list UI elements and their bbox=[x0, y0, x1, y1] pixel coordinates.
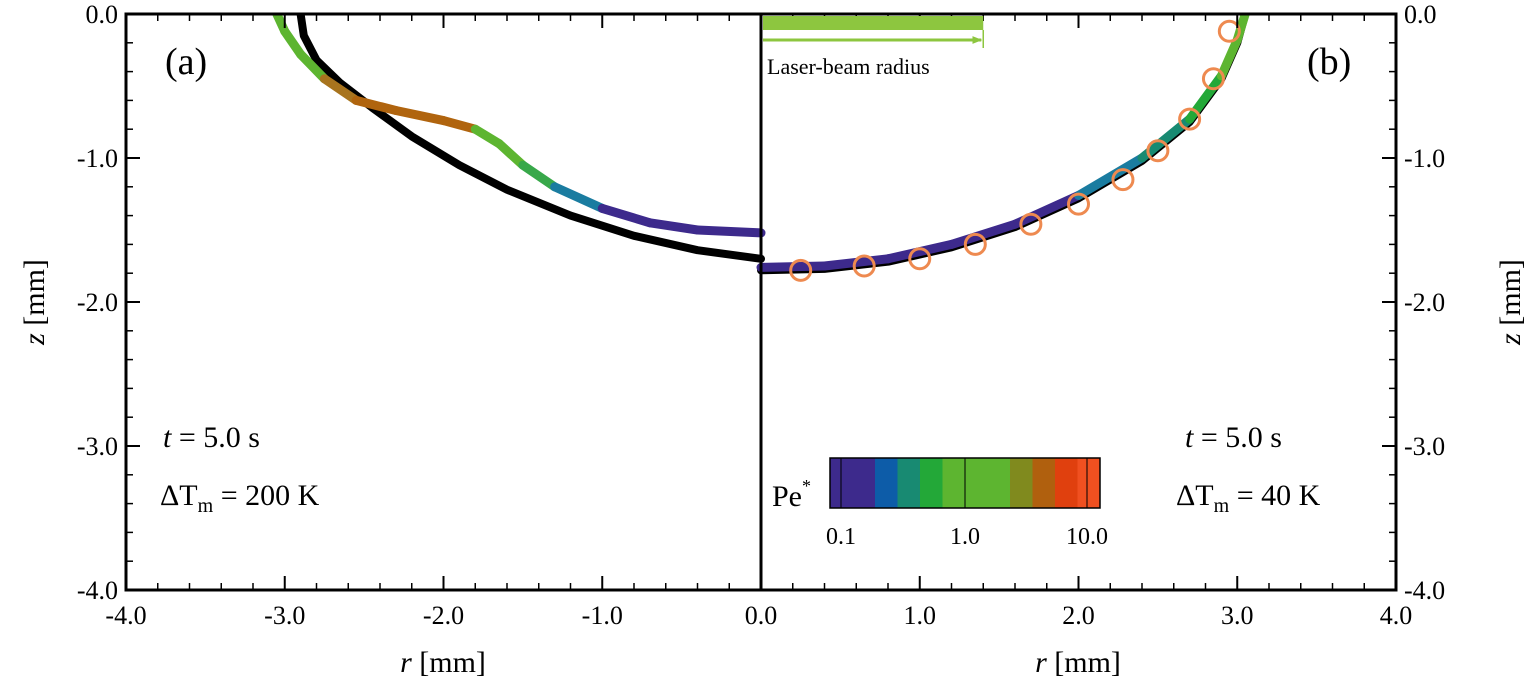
y-axis-unit-left: [mm] bbox=[18, 259, 51, 333]
panel-a-colored-segment bbox=[597, 203, 655, 228]
x-tick-label: -2.0 bbox=[423, 601, 464, 630]
panel-b-label: (b) bbox=[1307, 41, 1351, 83]
colorbar-title: Pe* bbox=[772, 476, 811, 513]
laser-beam-label: Laser-beam radius bbox=[767, 54, 930, 79]
y-tick-label-left: -1.0 bbox=[77, 144, 118, 173]
colorbar-tick-0: 0.1 bbox=[826, 524, 856, 550]
panel-a-delta-t: ΔTm = 200 K bbox=[160, 479, 320, 517]
y-tick-label-left: -4.0 bbox=[77, 576, 118, 605]
panel-b-colored-segment bbox=[1074, 153, 1147, 200]
panel-b-colored-segment bbox=[1216, 35, 1242, 81]
y-axis-unit-right: [mm] bbox=[1494, 259, 1527, 333]
axis-ticks: -4.0 -3.0 -2.0 -1.0 0.0 1.0 2.0 3.0 4.0 0.0 0.0 -1.… bbox=[77, 0, 1445, 630]
laser-beam-indicator: Laser-beam radius bbox=[763, 16, 984, 79]
plot-marks bbox=[272, 14, 1250, 282]
panel-b-markers-point bbox=[1019, 212, 1043, 236]
x-tick-label: 1.0 bbox=[904, 601, 937, 630]
colorbar-cell bbox=[942, 458, 966, 508]
y-axis-label-left: z [mm] bbox=[18, 259, 51, 346]
panel-a-time: t = 5.0 s bbox=[163, 421, 260, 454]
panel-a-colored-segment bbox=[550, 182, 607, 213]
colorbar-cell bbox=[987, 458, 1011, 508]
panel-b-markers-point bbox=[1217, 19, 1241, 43]
x-axis-var-right: r bbox=[1035, 646, 1047, 679]
colorbar: Pe* 0.1 1.0 10.0 bbox=[772, 457, 1108, 550]
colorbar-cell bbox=[875, 458, 898, 508]
colorbar-cell bbox=[1077, 458, 1101, 508]
x-axis-label: r [mm] r [mm] bbox=[400, 646, 1121, 679]
y-tick-label-right: -3.0 bbox=[1404, 432, 1445, 461]
panel-a-colored-segment bbox=[296, 49, 329, 84]
panel-a-label: (a) bbox=[165, 41, 207, 83]
panel-b-markers-point bbox=[1201, 67, 1225, 91]
panel-a-colored-segment bbox=[280, 26, 306, 59]
panel-b-markers-point bbox=[908, 247, 932, 271]
x-tick-label: -3.0 bbox=[264, 601, 305, 630]
y-tick-label-right: -1.0 bbox=[1404, 144, 1445, 173]
colorbar-cell bbox=[852, 458, 876, 508]
svg-text:r [mm]: r [mm] bbox=[1035, 646, 1121, 679]
x-tick-label: 0.0 bbox=[745, 601, 778, 630]
panel-b-time: t = 5.0 s bbox=[1185, 421, 1282, 454]
colorbar-tick-2: 10.0 bbox=[1066, 524, 1108, 550]
panel-a-colored-segment bbox=[693, 225, 766, 238]
panel-a-colored-segment bbox=[439, 116, 480, 134]
y-tick-label-right: -4.0 bbox=[1404, 576, 1445, 605]
panel-a-colored-segment bbox=[391, 105, 448, 126]
y-axis-label-right: z [mm] bbox=[1494, 259, 1527, 346]
x-axis-unit-right: [mm] bbox=[1047, 646, 1121, 679]
x-tick-label: 2.0 bbox=[1062, 601, 1095, 630]
y-axis-var-left: z bbox=[18, 333, 51, 346]
colorbar-cell bbox=[1032, 458, 1056, 508]
colorbar-tick-1: 1.0 bbox=[950, 524, 980, 550]
panel-b-markers-point bbox=[1146, 139, 1170, 163]
colorbar-frame bbox=[829, 457, 1101, 509]
x-axis-unit-left: [mm] bbox=[412, 646, 486, 679]
colorbar-cell bbox=[920, 458, 943, 508]
y-tick-label-left: -2.0 bbox=[77, 288, 118, 317]
y-tick-label-right: 0.0 bbox=[1404, 0, 1437, 29]
laser-beam-bar bbox=[763, 16, 984, 30]
panel-b-markers-point bbox=[1067, 192, 1090, 216]
colorbar-cell bbox=[1010, 458, 1033, 508]
x-axis-var-left: r bbox=[400, 646, 412, 679]
panel-b-markers-point bbox=[1178, 107, 1202, 131]
y-axis-var-right: z bbox=[1494, 333, 1527, 346]
y-tick-label-left: 0.0 bbox=[86, 0, 119, 29]
panel-b-markers-point bbox=[963, 232, 987, 256]
panel-b-markers-point bbox=[1111, 168, 1135, 192]
x-tick-label: 3.0 bbox=[1221, 601, 1254, 630]
colorbar-cell bbox=[897, 458, 921, 508]
x-tick-label: -4.0 bbox=[105, 601, 146, 630]
panel-a-colored-segment bbox=[645, 218, 702, 235]
panel-b-colored-segment bbox=[883, 239, 956, 264]
colorbar-cells bbox=[830, 458, 1101, 508]
panel-a-black-line bbox=[296, 14, 765, 263]
colorbar-cell bbox=[965, 458, 988, 508]
svg-text:z [mm]: z [mm] bbox=[18, 259, 51, 346]
svg-text:r [mm]: r [mm] bbox=[400, 646, 486, 679]
panel-b-colored-segment bbox=[947, 219, 1020, 249]
panel-b-delta-t: ΔTm = 40 K bbox=[1176, 479, 1321, 517]
panel-a-colored-segment bbox=[494, 139, 528, 170]
panel-a-colored-segment bbox=[319, 74, 361, 105]
svg-text:z [mm]: z [mm] bbox=[1494, 259, 1527, 346]
panel-b-markers-point bbox=[852, 254, 876, 278]
panel-a-colored-segment bbox=[470, 124, 504, 149]
panel-b-markers-point bbox=[789, 258, 813, 282]
x-tick-label: -1.0 bbox=[582, 601, 623, 630]
panel-a-colored-segment bbox=[518, 160, 560, 192]
y-tick-label-right: -2.0 bbox=[1404, 288, 1445, 317]
colorbar-cell bbox=[1055, 458, 1078, 508]
y-tick-label-left: -3.0 bbox=[77, 432, 118, 461]
panel-a-colored-segment bbox=[351, 95, 401, 115]
x-tick-label: 4.0 bbox=[1380, 601, 1413, 630]
